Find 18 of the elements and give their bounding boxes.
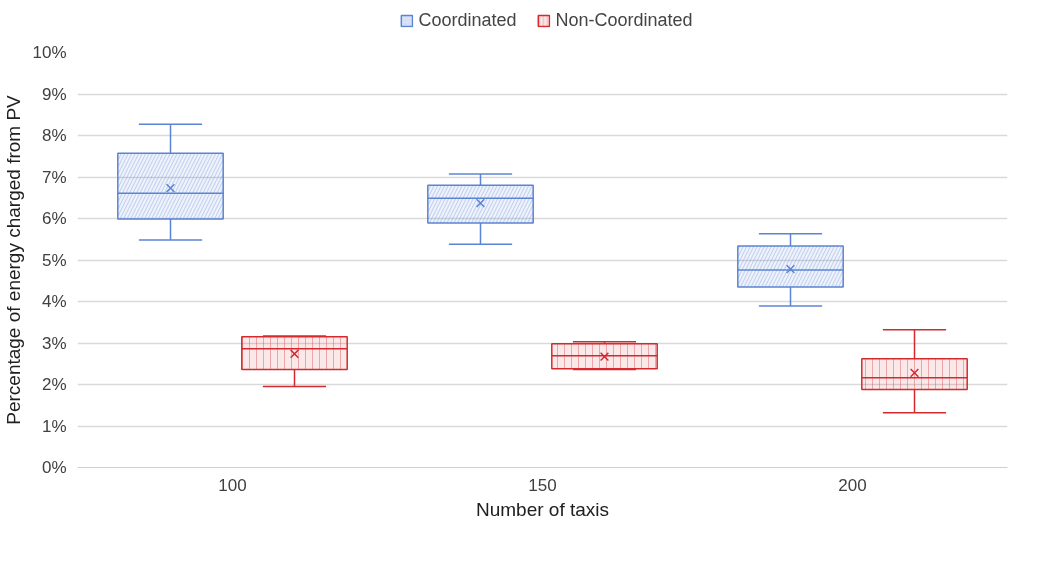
- x-tick-label: 100: [218, 475, 247, 495]
- y-tick-label: 9%: [41, 84, 67, 104]
- y-tick-label: 6%: [41, 209, 67, 228]
- legend-label: Coordinated: [418, 9, 517, 31]
- y-tick-label: 3%: [41, 333, 67, 353]
- legend-label: Non-Coordinated: [555, 9, 693, 31]
- y-tick-label: 1%: [41, 416, 67, 436]
- y-tick-label: 5%: [41, 250, 67, 270]
- y-tick-label: 0%: [41, 458, 67, 477]
- x-axis-title: Number of taxis: [475, 498, 610, 520]
- y-tick-label: 8%: [41, 126, 67, 145]
- y-tick-label: 7%: [41, 167, 67, 187]
- y-tick-label: 10%: [32, 43, 67, 62]
- y-tick-label: 2%: [41, 375, 67, 394]
- y-axis-title: Percentage of energy charged from PV: [3, 94, 25, 425]
- x-tick-label: 200: [838, 475, 867, 495]
- x-tick-label: 150: [528, 475, 557, 495]
- y-tick-label: 4%: [41, 292, 67, 311]
